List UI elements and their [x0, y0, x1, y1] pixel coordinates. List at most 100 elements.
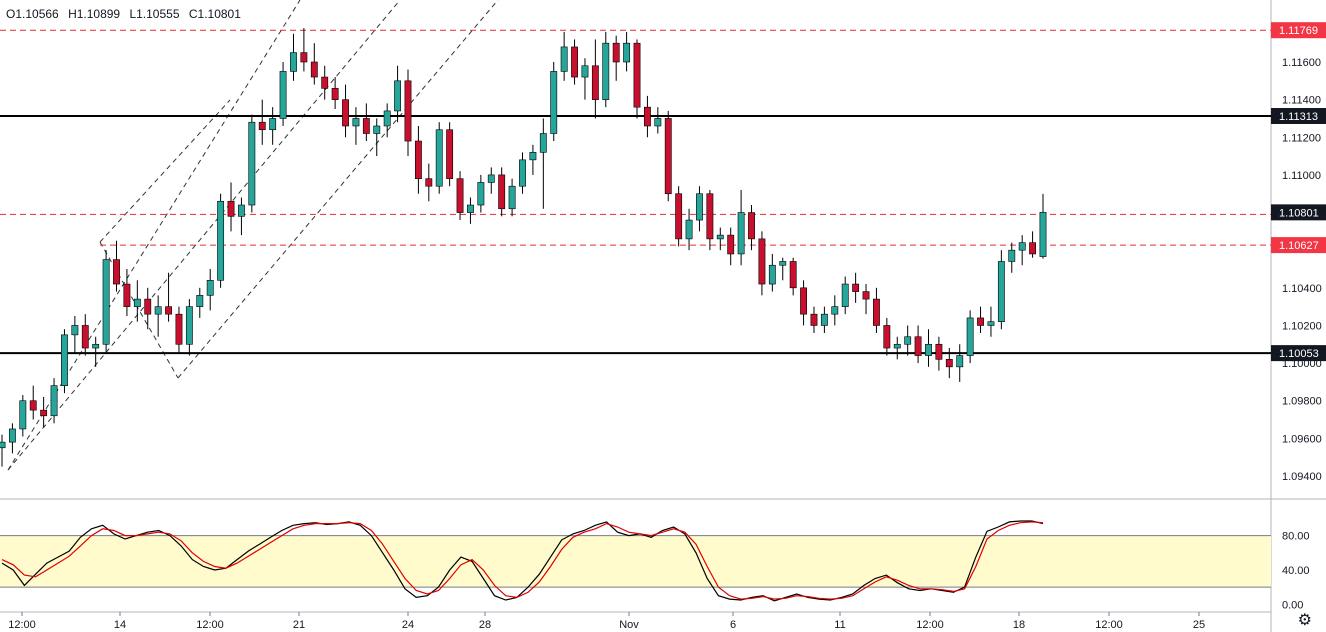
candle-up	[904, 336, 912, 345]
candle-down	[862, 291, 870, 300]
candle-down	[165, 306, 172, 315]
candle-up	[654, 118, 662, 127]
candle-up	[206, 279, 214, 296]
candle-up	[925, 343, 932, 356]
time-tick-label: 6	[730, 619, 736, 631]
time-tick-label: 12:00	[916, 619, 944, 631]
level-price-badge	[1271, 237, 1326, 254]
price-tick-label: 1.09600	[1282, 433, 1322, 445]
candle-down	[748, 212, 755, 240]
candle-up	[997, 261, 1005, 322]
candle-down	[727, 234, 735, 255]
candle-up	[248, 121, 256, 206]
trend-channel-line	[7, 0, 401, 471]
candle-down	[945, 359, 953, 368]
level-price-badge	[1271, 108, 1326, 125]
candle-down	[789, 261, 797, 289]
candle-down	[977, 317, 984, 326]
candle-down	[883, 325, 891, 349]
candle-up	[737, 212, 745, 255]
candle-up	[383, 110, 391, 127]
candle-up	[581, 65, 589, 78]
candle-up	[102, 259, 110, 345]
candle-up	[0, 441, 6, 449]
candle-up	[623, 42, 631, 63]
candle-down	[758, 238, 766, 285]
candle-down	[425, 178, 433, 187]
price-tick-label: 1.10200	[1282, 320, 1322, 332]
candle-up	[19, 400, 27, 430]
candle-up	[50, 385, 58, 417]
time-tick-label: 12:00	[196, 619, 224, 631]
candle-up	[133, 298, 141, 307]
level-price-badge	[1271, 22, 1326, 39]
candle-down	[591, 65, 599, 100]
candle-up	[92, 343, 100, 349]
settings-gear-icon[interactable]: ⚙	[1297, 612, 1312, 629]
ohlc-close: C1.10801	[188, 7, 241, 21]
candle-down	[633, 42, 641, 108]
ohlc-low: L1.10555	[129, 7, 180, 21]
price-tick-label: 1.09800	[1282, 396, 1322, 408]
candle-up	[831, 306, 839, 315]
candle-up	[685, 219, 693, 240]
candle-down	[321, 76, 329, 89]
candle-down	[675, 193, 683, 240]
candle-down	[935, 343, 943, 360]
candle-up	[820, 313, 828, 326]
level-price-label: 1.10053	[1279, 348, 1319, 360]
candle-up	[956, 355, 964, 368]
candle-down	[113, 259, 120, 285]
candle-up	[1039, 212, 1047, 257]
candle-up	[373, 125, 381, 134]
candle-up	[529, 152, 537, 161]
oscillator-tick-label: 0.00	[1282, 599, 1303, 611]
candle-up	[196, 295, 204, 307]
candle-down	[342, 99, 349, 127]
last-price-label: 1.10801	[1279, 207, 1319, 219]
candle-up	[487, 174, 495, 183]
candle-down	[40, 409, 48, 417]
price-tick-label: 1.11200	[1282, 132, 1321, 144]
trend-channel-line	[99, 99, 231, 243]
candle-up	[279, 71, 287, 119]
time-tick-label: Nov	[619, 619, 639, 631]
time-tick-label: 12:00	[1095, 619, 1123, 631]
oscillator-band	[0, 535, 1271, 588]
candle-up	[61, 334, 68, 386]
time-tick-label: 14	[114, 619, 126, 631]
candle-up	[154, 306, 162, 315]
candle-down	[800, 287, 807, 315]
candle-up	[1018, 242, 1026, 251]
level-price-label: 1.11769	[1279, 25, 1318, 37]
candle-up	[508, 185, 516, 210]
trend-channel-line	[177, 0, 499, 379]
candle-down	[446, 129, 454, 179]
price-tick-label: 1.09400	[1282, 471, 1322, 483]
time-tick-label: 18	[1013, 619, 1025, 631]
candle-down	[300, 52, 308, 63]
candle-up	[539, 133, 547, 153]
candle-down	[914, 336, 922, 356]
candle-up	[696, 193, 703, 221]
level-price-label: 1.11313	[1279, 111, 1318, 123]
candle-up	[394, 80, 402, 112]
candle-up	[966, 317, 974, 356]
candle-down	[852, 283, 860, 292]
time-tick-label: 11	[834, 619, 845, 631]
candle-down	[29, 400, 37, 411]
trend-channel-line	[99, 241, 179, 379]
time-tick-label: 25	[1193, 619, 1205, 631]
oscillator-tick-label: 40.00	[1282, 565, 1310, 577]
oscillator-k-line	[1, 520, 1044, 602]
time-tick-label: 28	[479, 619, 491, 631]
candle-up	[269, 118, 277, 131]
candle-up	[8, 428, 16, 443]
ohlc-high: H1.10899	[68, 7, 121, 21]
oscillator-tick-label: 80.00	[1282, 531, 1310, 543]
candle-up	[779, 261, 787, 266]
candle-up	[519, 159, 526, 187]
candle-up	[987, 321, 995, 326]
candle-down	[404, 80, 412, 142]
